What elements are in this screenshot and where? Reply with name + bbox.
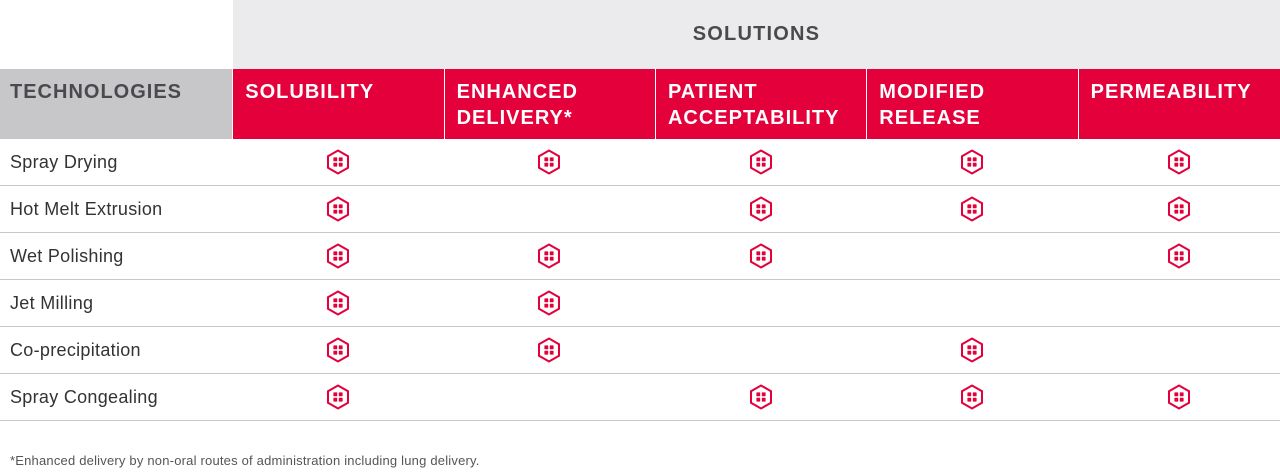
table-cell: [866, 280, 1077, 326]
table-cell: [655, 139, 866, 185]
hexagon-grid-icon: [960, 196, 984, 222]
blank-corner: [0, 0, 233, 69]
hexagon-grid-icon: [1167, 384, 1191, 410]
hexagon-grid-icon: [960, 384, 984, 410]
hexagon-grid-icon: [537, 290, 561, 316]
column-header-line1: ENHANCED: [456, 81, 578, 103]
table-cell: [655, 327, 866, 373]
table-cell: [232, 139, 443, 185]
column-header-permeability: PERMEABILITY: [1077, 69, 1280, 139]
table-cell: [232, 186, 443, 232]
column-header-patient-acceptability: PATIENT ACCEPTABILITY: [654, 69, 867, 139]
table-cell: [1078, 374, 1280, 420]
technology-solution-matrix: SOLUTIONS TECHNOLOGIES SOLUBILITY ENHANC…: [0, 0, 1280, 421]
table-cell: [232, 374, 443, 420]
table-cell: [655, 280, 866, 326]
table-row: Hot Melt Extrusion: [0, 186, 1280, 233]
table-cell: [655, 186, 866, 232]
table-cell: [444, 139, 655, 185]
hexagon-grid-icon: [537, 149, 561, 175]
technology-name: Hot Melt Extrusion: [10, 198, 163, 219]
table-row: Jet Milling: [0, 280, 1280, 327]
table-cell: [1078, 233, 1280, 279]
technologies-header: TECHNOLOGIES: [0, 69, 233, 139]
table-cell: [444, 374, 655, 420]
table-cell: [1078, 186, 1280, 232]
table-cell: [866, 374, 1077, 420]
table-cell: [232, 233, 443, 279]
table-cell: [232, 280, 443, 326]
column-header-line1: PATIENT: [667, 81, 758, 103]
technology-name: Co-precipitation: [10, 339, 141, 360]
table-row: Wet Polishing: [0, 233, 1280, 280]
hexagon-grid-icon: [326, 149, 350, 175]
table-cell: [444, 327, 655, 373]
table-body: Spray Drying Hot Melt Extrusion Wet Polish…: [0, 139, 1280, 421]
column-header-line1: PERMEABILITY: [1090, 81, 1252, 103]
technology-name: Wet Polishing: [10, 245, 124, 266]
table-row: Spray Congealing: [0, 374, 1280, 421]
hexagon-grid-icon: [749, 149, 773, 175]
table-cell: [655, 233, 866, 279]
column-header-row: TECHNOLOGIES SOLUBILITY ENHANCED DELIVER…: [0, 69, 1280, 139]
column-header-line1: MODIFIED: [879, 81, 986, 103]
table-cell: [232, 327, 443, 373]
column-header-solubility: SOLUBILITY: [232, 69, 444, 139]
table-cell: [444, 280, 655, 326]
hexagon-grid-icon: [960, 337, 984, 363]
technology-name: Spray Drying: [10, 151, 118, 172]
column-header-line2: RELEASE: [879, 107, 981, 129]
table-cell: [866, 186, 1077, 232]
hexagon-grid-icon: [960, 149, 984, 175]
table-cell: [1078, 139, 1280, 185]
hexagon-grid-icon: [749, 243, 773, 269]
column-header-line2: ACCEPTABILITY: [667, 107, 840, 129]
column-header-line2: DELIVERY*: [456, 107, 573, 129]
hexagon-grid-icon: [326, 196, 350, 222]
column-header-enhanced-delivery: ENHANCED DELIVERY*: [443, 69, 655, 139]
technology-name: Jet Milling: [10, 292, 94, 313]
hexagon-grid-icon: [326, 243, 350, 269]
solutions-header-row: SOLUTIONS: [0, 0, 1280, 69]
hexagon-grid-icon: [749, 384, 773, 410]
hexagon-grid-icon: [326, 290, 350, 316]
hexagon-grid-icon: [1167, 196, 1191, 222]
hexagon-grid-icon: [326, 384, 350, 410]
footnote: *Enhanced delivery by non-oral routes of…: [10, 453, 480, 468]
column-header-line1: SOLUBILITY: [245, 81, 375, 103]
hexagon-grid-icon: [1167, 243, 1191, 269]
hexagon-grid-icon: [537, 337, 561, 363]
table-cell: [866, 233, 1077, 279]
hexagon-grid-icon: [1167, 149, 1191, 175]
column-header-modified-release: MODIFIED RELEASE: [866, 69, 1078, 139]
table-cell: [866, 327, 1077, 373]
hexagon-grid-icon: [326, 337, 350, 363]
table-cell: [866, 139, 1077, 185]
technology-name: Spray Congealing: [10, 386, 158, 407]
solutions-header: SOLUTIONS: [233, 0, 1280, 69]
table-row: Co-precipitation: [0, 327, 1280, 374]
table-cell: [1078, 280, 1280, 326]
table-cell: [444, 233, 655, 279]
table-row: Spray Drying: [0, 139, 1280, 186]
hexagon-grid-icon: [749, 196, 773, 222]
table-cell: [444, 186, 655, 232]
table-cell: [1078, 327, 1280, 373]
table-cell: [655, 374, 866, 420]
hexagon-grid-icon: [537, 243, 561, 269]
